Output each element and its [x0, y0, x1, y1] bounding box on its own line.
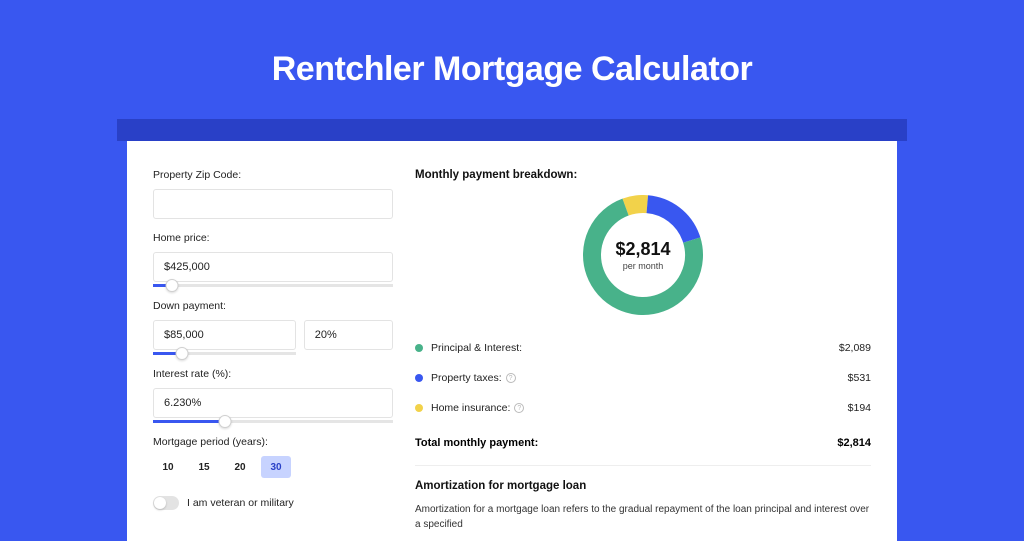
breakdown-panel: Monthly payment breakdown: $2,814 per mo…: [415, 169, 871, 541]
interest-rate-slider-fill: [153, 420, 225, 423]
period-button-15[interactable]: 15: [189, 456, 219, 478]
legend-list: Principal & Interest: $2,089 Property taxe…: [415, 333, 871, 423]
legend-label: Principal & Interest:: [431, 342, 839, 354]
down-payment-label: Down payment:: [153, 300, 393, 312]
home-price-field-group: Home price:: [153, 232, 393, 287]
period-button-20[interactable]: 20: [225, 456, 255, 478]
zip-field-group: Property Zip Code:: [153, 169, 393, 219]
down-payment-field-group: Down payment:: [153, 300, 393, 355]
divider: [415, 465, 871, 466]
down-payment-pct-input[interactable]: [304, 320, 393, 350]
page-root: Rentchler Mortgage Calculator Property Z…: [0, 0, 1024, 512]
home-price-label: Home price:: [153, 232, 393, 244]
home-price-input[interactable]: [153, 252, 393, 282]
legend-value: $194: [848, 402, 871, 414]
legend-dot-icon: [415, 344, 423, 352]
period-label: Mortgage period (years):: [153, 436, 393, 448]
page-title: Rentchler Mortgage Calculator: [0, 50, 1024, 89]
legend-dot-icon: [415, 404, 423, 412]
legend-value: $2,089: [839, 342, 871, 354]
veteran-toggle[interactable]: [153, 496, 179, 510]
legend-label-text: Property taxes:: [431, 372, 502, 384]
calculator-card: Property Zip Code: Home price: Down paym…: [127, 141, 897, 541]
legend-label: Property taxes:?: [431, 372, 848, 384]
donut-sub: per month: [615, 261, 670, 271]
period-buttons-row: 10 15 20 30: [153, 456, 393, 478]
legend-row: Home insurance:?$194: [415, 393, 871, 423]
info-icon[interactable]: ?: [514, 403, 524, 413]
legend-label-text: Principal & Interest:: [431, 342, 522, 354]
period-field-group: Mortgage period (years): 10 15 20 30: [153, 436, 393, 478]
legend-label: Home insurance:?: [431, 402, 848, 414]
interest-rate-slider[interactable]: [153, 420, 393, 423]
veteran-toggle-label: I am veteran or military: [187, 497, 294, 509]
form-panel: Property Zip Code: Home price: Down paym…: [153, 169, 393, 541]
amortization-heading: Amortization for mortgage loan: [415, 480, 871, 492]
legend-label-text: Home insurance:: [431, 402, 510, 414]
zip-label: Property Zip Code:: [153, 169, 393, 181]
home-price-slider[interactable]: [153, 284, 393, 287]
total-label: Total monthly payment:: [415, 437, 837, 449]
total-row: Total monthly payment: $2,814: [415, 427, 871, 463]
home-price-slider-thumb[interactable]: [166, 279, 179, 292]
donut-amount: $2,814: [615, 239, 670, 260]
legend-row: Property taxes:?$531: [415, 363, 871, 393]
info-icon[interactable]: ?: [506, 373, 516, 383]
down-payment-input[interactable]: [153, 320, 296, 350]
interest-rate-slider-thumb[interactable]: [219, 415, 232, 428]
donut-center: $2,814 per month: [615, 239, 670, 271]
breakdown-heading: Monthly payment breakdown:: [415, 169, 871, 181]
legend-row: Principal & Interest: $2,089: [415, 333, 871, 363]
header-strip: [117, 119, 907, 141]
period-button-10[interactable]: 10: [153, 456, 183, 478]
veteran-toggle-row: I am veteran or military: [153, 496, 393, 510]
interest-rate-input[interactable]: [153, 388, 393, 418]
interest-rate-field-group: Interest rate (%):: [153, 368, 393, 423]
legend-dot-icon: [415, 374, 423, 382]
down-payment-slider-thumb[interactable]: [175, 347, 188, 360]
legend-value: $531: [848, 372, 871, 384]
total-value: $2,814: [837, 437, 871, 449]
zip-input[interactable]: [153, 189, 393, 219]
amortization-text: Amortization for a mortgage loan refers …: [415, 502, 871, 532]
period-button-30[interactable]: 30: [261, 456, 291, 478]
down-payment-slider[interactable]: [153, 352, 296, 355]
interest-rate-label: Interest rate (%):: [153, 368, 393, 380]
donut-chart-wrap: $2,814 per month: [415, 195, 871, 315]
